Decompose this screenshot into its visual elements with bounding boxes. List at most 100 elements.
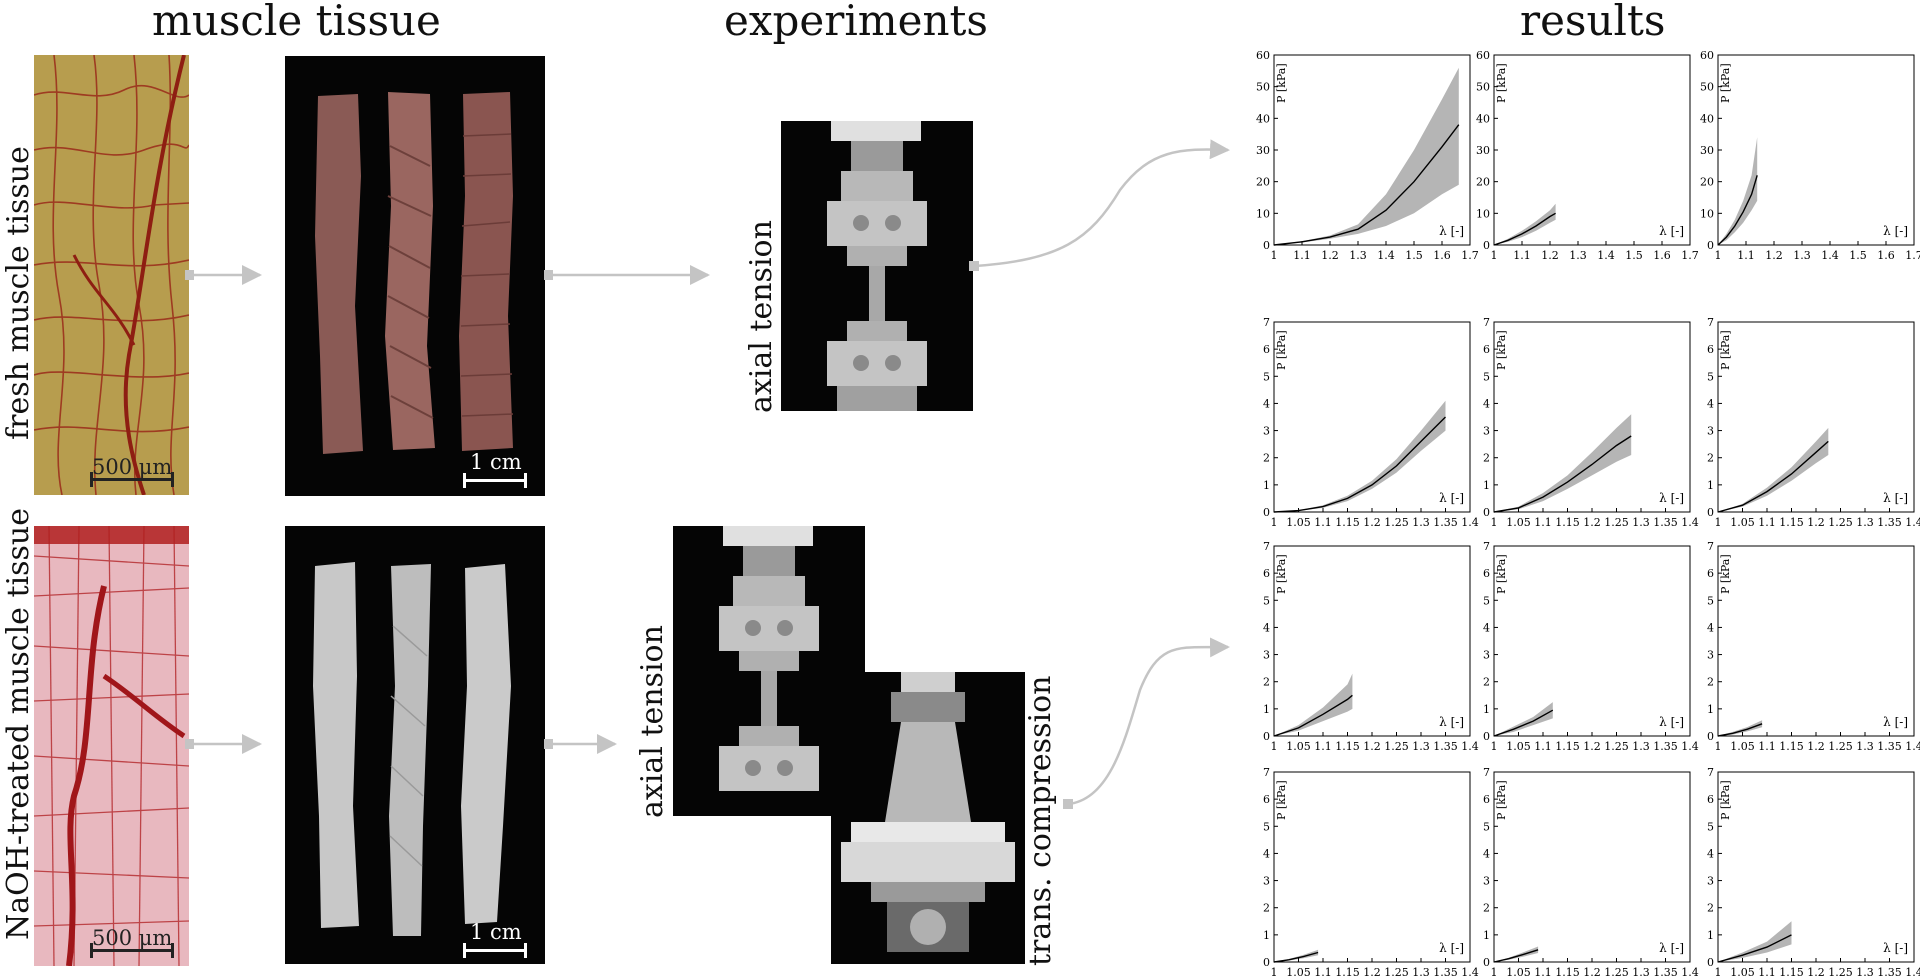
y-tick-label: 5 xyxy=(1483,820,1490,833)
x-axis-label: λ [-] xyxy=(1883,941,1908,955)
y-tick-label: 0 xyxy=(1707,956,1714,969)
x-tick-label: 1.3 xyxy=(1856,516,1874,529)
y-tick-label: 5 xyxy=(1263,820,1270,833)
y-tick-label: 6 xyxy=(1263,343,1270,356)
x-axis-label: λ [-] xyxy=(1659,941,1684,955)
x-tick-label: 1.4 xyxy=(1905,740,1920,753)
y-tick-label: 60 xyxy=(1476,49,1490,62)
y-axis-label: P [kPa] xyxy=(1495,63,1508,103)
y-axis-label: P [kPa] xyxy=(1275,330,1288,370)
x-tick-label: 1.5 xyxy=(1625,249,1643,262)
plot-frame xyxy=(1717,771,1915,963)
x-tick-label: 1 xyxy=(1271,249,1278,262)
y-tick-label: 0 xyxy=(1263,239,1270,252)
x-tick-label: 1.35 xyxy=(1653,740,1678,753)
x-tick-label: 1.05 xyxy=(1286,740,1311,753)
x-tick-label: 1.1 xyxy=(1314,740,1332,753)
plot-frame xyxy=(1717,321,1915,513)
x-axis-label: λ [-] xyxy=(1439,491,1464,505)
y-tick-label: 0 xyxy=(1483,239,1490,252)
x-tick-label: 1.1 xyxy=(1314,966,1332,978)
x-tick-label: 1.3 xyxy=(1856,740,1874,753)
x-tick-label: 1 xyxy=(1491,516,1498,529)
x-axis-label: λ [-] xyxy=(1883,224,1908,238)
confidence-band xyxy=(1494,203,1556,245)
y-tick-label: 3 xyxy=(1707,875,1714,888)
y-axis-label: P [kPa] xyxy=(1495,780,1508,820)
y-tick-label: 5 xyxy=(1707,370,1714,383)
y-tick-label: 3 xyxy=(1707,649,1714,662)
mean-curve xyxy=(1273,951,1319,963)
fresh-macro-scale-bar xyxy=(463,473,527,488)
y-tick-label: 0 xyxy=(1263,506,1270,519)
plot-frame xyxy=(1717,545,1915,737)
y-tick-label: 6 xyxy=(1483,793,1490,806)
x-tick-label: 1.3 xyxy=(1412,966,1430,978)
y-tick-label: 10 xyxy=(1700,207,1714,220)
x-axis-label: λ [-] xyxy=(1659,224,1684,238)
x-tick-label: 1.7 xyxy=(1905,249,1920,262)
x-tick-label: 1.2 xyxy=(1807,966,1825,978)
x-tick-label: 1.3 xyxy=(1793,249,1811,262)
x-tick-label: 1.35 xyxy=(1877,740,1902,753)
x-tick-label: 1.15 xyxy=(1779,740,1804,753)
x-tick-label: 1.05 xyxy=(1286,516,1311,529)
y-tick-label: 20 xyxy=(1256,176,1270,189)
x-tick-label: 1.2 xyxy=(1583,966,1601,978)
y-tick-label: 7 xyxy=(1263,766,1270,779)
x-tick-label: 1.2 xyxy=(1363,966,1381,978)
x-tick-label: 1 xyxy=(1715,516,1722,529)
naoh-samples-photo xyxy=(285,526,545,964)
x-tick-label: 1.4 xyxy=(1461,966,1479,978)
y-tick-label: 2 xyxy=(1707,452,1714,465)
y-tick-label: 2 xyxy=(1483,902,1490,915)
y-tick-label: 6 xyxy=(1263,793,1270,806)
x-tick-label: 1 xyxy=(1715,966,1722,978)
x-tick-label: 1.15 xyxy=(1335,740,1360,753)
fresh-samples-photo xyxy=(285,56,545,496)
x-tick-label: 1.6 xyxy=(1433,249,1451,262)
x-tick-label: 1.6 xyxy=(1877,249,1895,262)
y-tick-label: 40 xyxy=(1476,112,1490,125)
y-tick-label: 1 xyxy=(1483,479,1490,492)
confidence-band xyxy=(1274,400,1446,512)
x-tick-label: 1.5 xyxy=(1849,249,1867,262)
x-tick-label: 1.4 xyxy=(1905,966,1920,978)
y-tick-label: 4 xyxy=(1263,397,1270,410)
y-tick-label: 50 xyxy=(1476,81,1490,94)
fresh-macro-scale-label: 1 cm xyxy=(470,450,522,474)
y-tick-label: 3 xyxy=(1263,649,1270,662)
plot-frame xyxy=(1493,771,1691,963)
plot-frame xyxy=(1273,771,1471,963)
mean-curve xyxy=(1493,709,1554,737)
x-tick-label: 1.2 xyxy=(1583,516,1601,529)
y-tick-label: 1 xyxy=(1263,703,1270,716)
y-tick-label: 5 xyxy=(1263,594,1270,607)
y-tick-label: 1 xyxy=(1263,479,1270,492)
x-tick-label: 1.25 xyxy=(1828,966,1853,978)
x-tick-label: 1.2 xyxy=(1765,249,1783,262)
mean-curve xyxy=(1717,175,1758,246)
x-tick-label: 1.25 xyxy=(1384,516,1409,529)
y-tick-label: 0 xyxy=(1263,956,1270,969)
x-tick-label: 1.4 xyxy=(1597,249,1615,262)
y-tick-label: 20 xyxy=(1476,176,1490,189)
x-tick-label: 1.05 xyxy=(1730,966,1755,978)
x-tick-label: 1.25 xyxy=(1604,516,1629,529)
x-tick-label: 1 xyxy=(1715,740,1722,753)
y-tick-label: 4 xyxy=(1707,397,1714,410)
fresh-micro-scale-label: 500 μm xyxy=(92,455,173,479)
mean-curve xyxy=(1273,694,1353,737)
y-tick-label: 3 xyxy=(1483,875,1490,888)
x-axis-label: λ [-] xyxy=(1439,224,1464,238)
x-tick-label: 1.3 xyxy=(1412,516,1430,529)
y-tick-label: 5 xyxy=(1707,820,1714,833)
x-tick-label: 1.15 xyxy=(1779,516,1804,529)
y-tick-label: 10 xyxy=(1256,207,1270,220)
y-tick-label: 3 xyxy=(1263,875,1270,888)
x-tick-label: 1.2 xyxy=(1541,249,1559,262)
